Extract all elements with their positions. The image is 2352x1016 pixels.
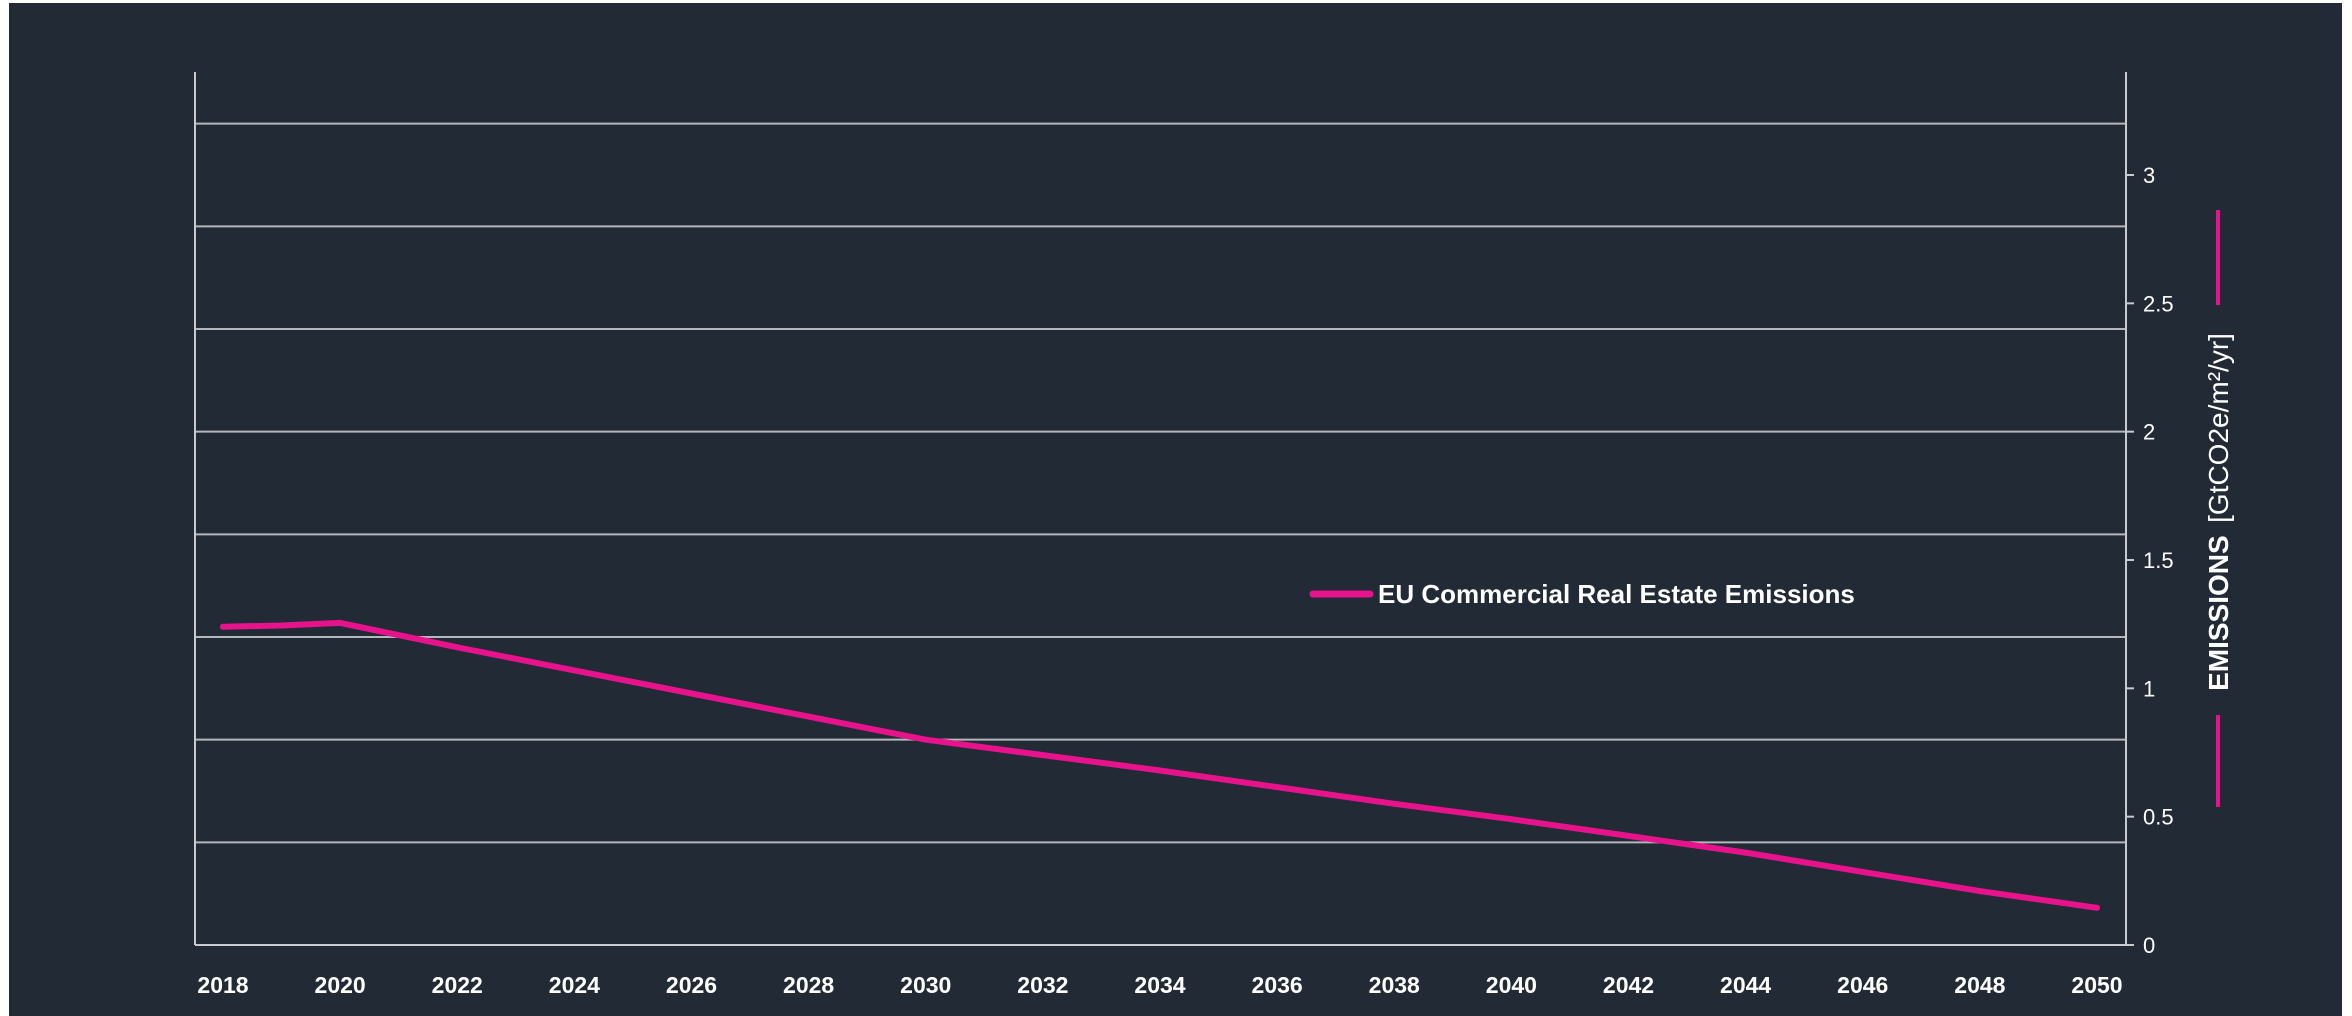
y-tick-label: 3: [2143, 163, 2155, 188]
x-tick-label: 2046: [1837, 972, 1888, 998]
data-point: [1859, 868, 1866, 875]
legend: EU Commercial Real Estate Emissions: [1309, 579, 1855, 609]
data-point: [805, 713, 812, 720]
y-axis-title: EMISSIONS [GtCO2e/m²/yr]: [2203, 210, 2234, 807]
x-tick-label: 2050: [2071, 972, 2122, 998]
data-point: [337, 619, 344, 626]
x-tick-label: 2048: [1954, 972, 2005, 998]
data-point: [2094, 904, 2100, 911]
y-tick-label: 2: [2143, 420, 2155, 445]
data-point: [1274, 784, 1281, 791]
y-axis-label: EMISSIONS [GtCO2e/m²/yr]: [2203, 333, 2234, 691]
x-tick-label: 2026: [666, 972, 717, 998]
x-tick-label: 2022: [432, 972, 483, 998]
x-tick-label: 2044: [1720, 972, 1771, 998]
data-point: [220, 623, 226, 630]
x-tick-label: 2032: [1017, 972, 1068, 998]
x-tick-label: 2036: [1252, 972, 1303, 998]
y-tick-label: 2.5: [2143, 291, 2174, 316]
legend-label: EU Commercial Real Estate Emissions: [1378, 579, 1855, 609]
data-point: [1976, 888, 1983, 895]
x-tick-label: 2018: [197, 972, 248, 998]
y-axis-label-main: EMISSIONS: [2203, 535, 2234, 691]
x-tick-label: 2038: [1369, 972, 1420, 998]
y-tick-label: 0.5: [2143, 805, 2174, 830]
data-point: [1742, 849, 1749, 856]
x-tick-labels: 2018 2020 2022 2024 2026 2028 2030 2032 2034 2036…: [197, 972, 2122, 998]
y-tick-label: 0: [2143, 933, 2155, 958]
gridlines: [195, 122, 2126, 844]
y-tick-labels: 0 0.5 1 1.5 2 2.5 3: [2126, 163, 2174, 958]
data-point: [1039, 752, 1046, 759]
data-point: [688, 690, 695, 697]
x-tick-label: 2042: [1603, 972, 1654, 998]
data-point: [922, 736, 929, 743]
x-tick-label: 2020: [315, 972, 366, 998]
x-tick-label: 2024: [549, 972, 600, 998]
data-point: [1391, 800, 1398, 807]
x-tick-label: 2034: [1134, 972, 1185, 998]
data-point: [1157, 767, 1163, 774]
data-point: [1625, 832, 1632, 839]
data-point: [278, 622, 285, 629]
x-tick-label: 2040: [1486, 972, 1537, 998]
x-tick-label: 2028: [783, 972, 834, 998]
series-layer: [220, 619, 2100, 911]
data-point: [1508, 816, 1515, 823]
series-line-eu-commercial-real-estate-emissions: [220, 619, 2100, 911]
y-tick-label: 1.5: [2143, 548, 2174, 573]
chart-panel: [9, 3, 2342, 1016]
data-point: [571, 667, 578, 674]
x-tick-label: 2030: [900, 972, 951, 998]
data-point: [454, 644, 461, 651]
y-tick-label: 1: [2143, 676, 2155, 701]
y-axis-label-unit: [GtCO2e/m²/yr]: [2203, 333, 2234, 523]
